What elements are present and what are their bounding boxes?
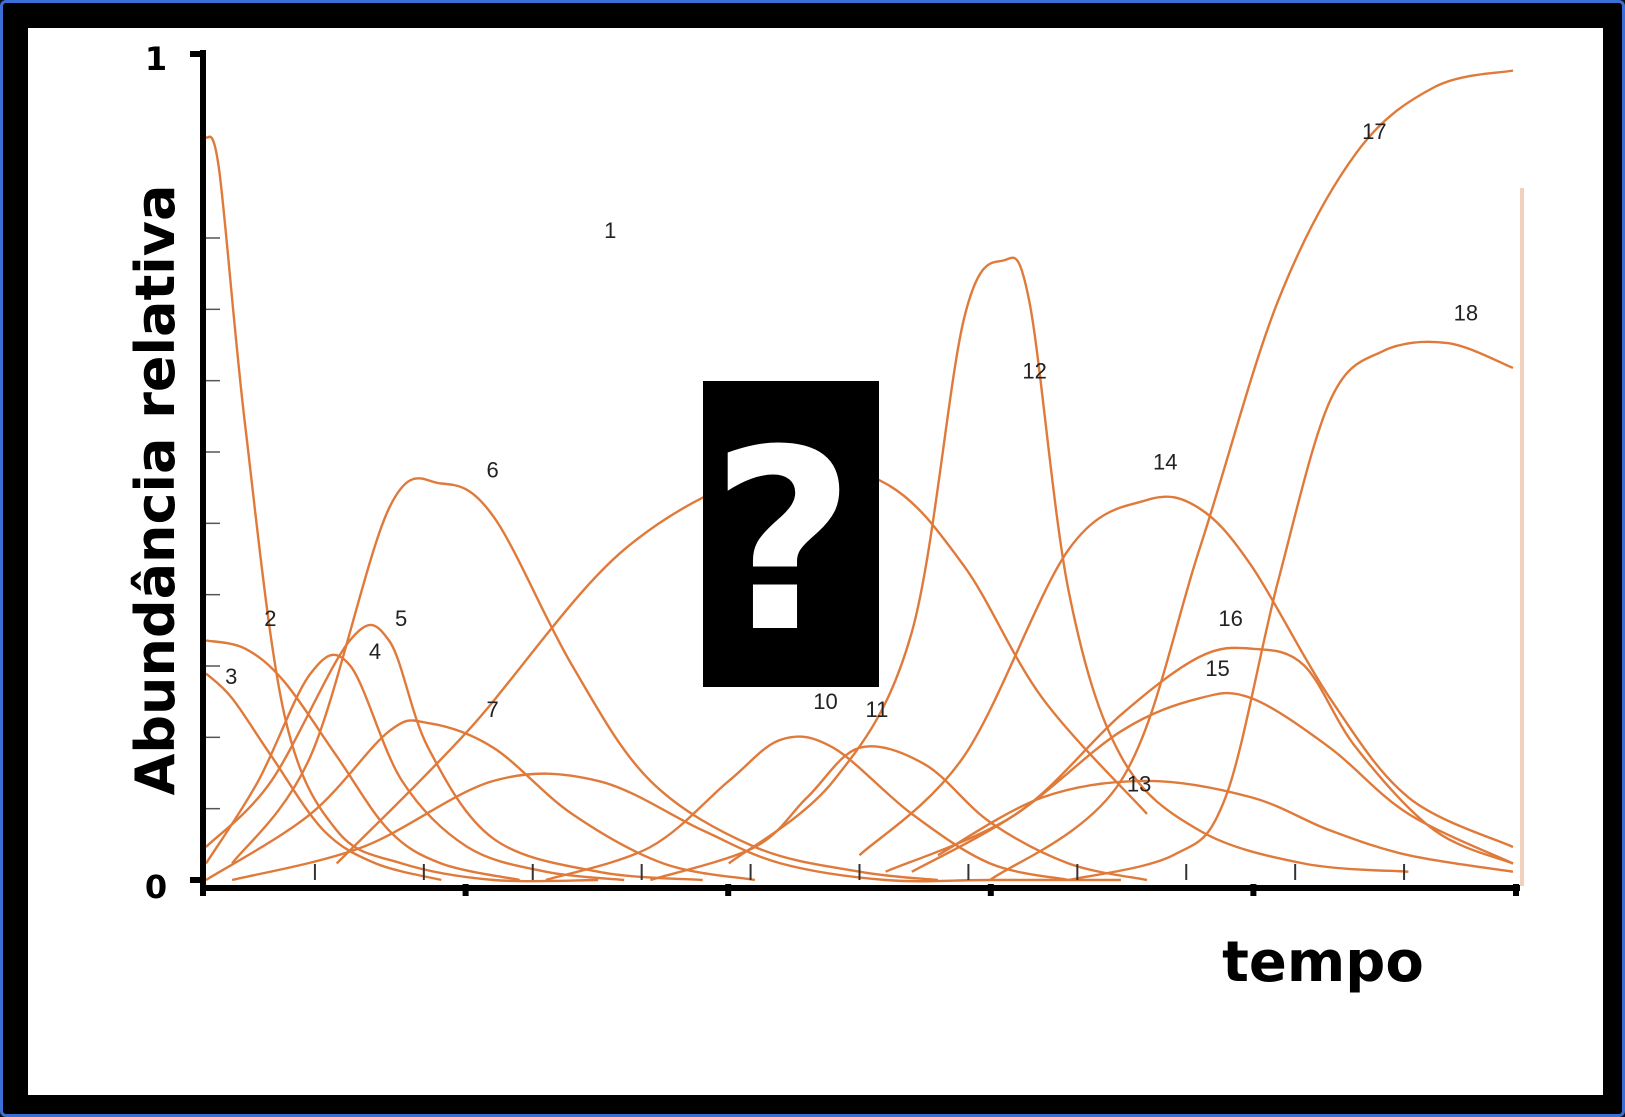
series-label-6: 6 [486, 458, 498, 483]
series-line-16 [885, 646, 1514, 873]
series-line-14 [858, 495, 1514, 857]
series-line-13 [937, 779, 1514, 873]
x-axis-label: tempo [1222, 930, 1424, 995]
series-label-18: 18 [1454, 301, 1478, 326]
series-label-13: 13 [1127, 771, 1151, 796]
series-label-5: 5 [395, 606, 407, 631]
question-mark-symbol: ? [710, 396, 855, 687]
series-label-16: 16 [1218, 606, 1242, 631]
series-label-14: 14 [1153, 449, 1177, 474]
series-line-15 [911, 691, 1514, 873]
series-line-1 [204, 135, 599, 883]
series-line-7 [205, 719, 756, 882]
series-label-4: 4 [369, 639, 381, 664]
series-label-7: 7 [486, 697, 498, 722]
chart-panel: 1 2 3 4 5 6 7 10 11 12 13 14 15 16 17 18 1 0 Abundância… [28, 28, 1603, 1095]
series-line-2 [205, 639, 520, 882]
series-line-6 [231, 477, 939, 882]
series-label-11: 11 [866, 697, 889, 722]
y-axis-label: Abundância relativa [124, 185, 187, 796]
series-line-8 [231, 772, 1121, 883]
series-label-12: 12 [1022, 358, 1046, 383]
hidden-region-box [703, 381, 879, 687]
x-major-ticks [200, 884, 1519, 896]
series-line-3 [205, 672, 442, 882]
series-layer [204, 69, 1514, 883]
y-tick-label-bottom: 0 [145, 868, 167, 906]
series-label-15: 15 [1205, 656, 1229, 681]
series-line-10 [545, 735, 1069, 882]
series-line-5 [205, 623, 703, 882]
series-line-12 [728, 256, 1409, 873]
series-line-17 [989, 69, 1514, 881]
series-label-2: 2 [264, 606, 276, 631]
series-line-11 [650, 745, 1148, 882]
series-line-18 [1068, 340, 1514, 882]
y-minor-ticks [206, 237, 220, 810]
series-label-3: 3 [225, 664, 237, 689]
series-label-17: 17 [1362, 119, 1386, 144]
x-minor-ticks [313, 864, 1406, 880]
series-line-4 [204, 653, 625, 882]
y-tick-label-top: 1 [145, 40, 167, 78]
series-label-1: 1 [604, 218, 616, 243]
series-label-10: 10 [813, 689, 837, 714]
